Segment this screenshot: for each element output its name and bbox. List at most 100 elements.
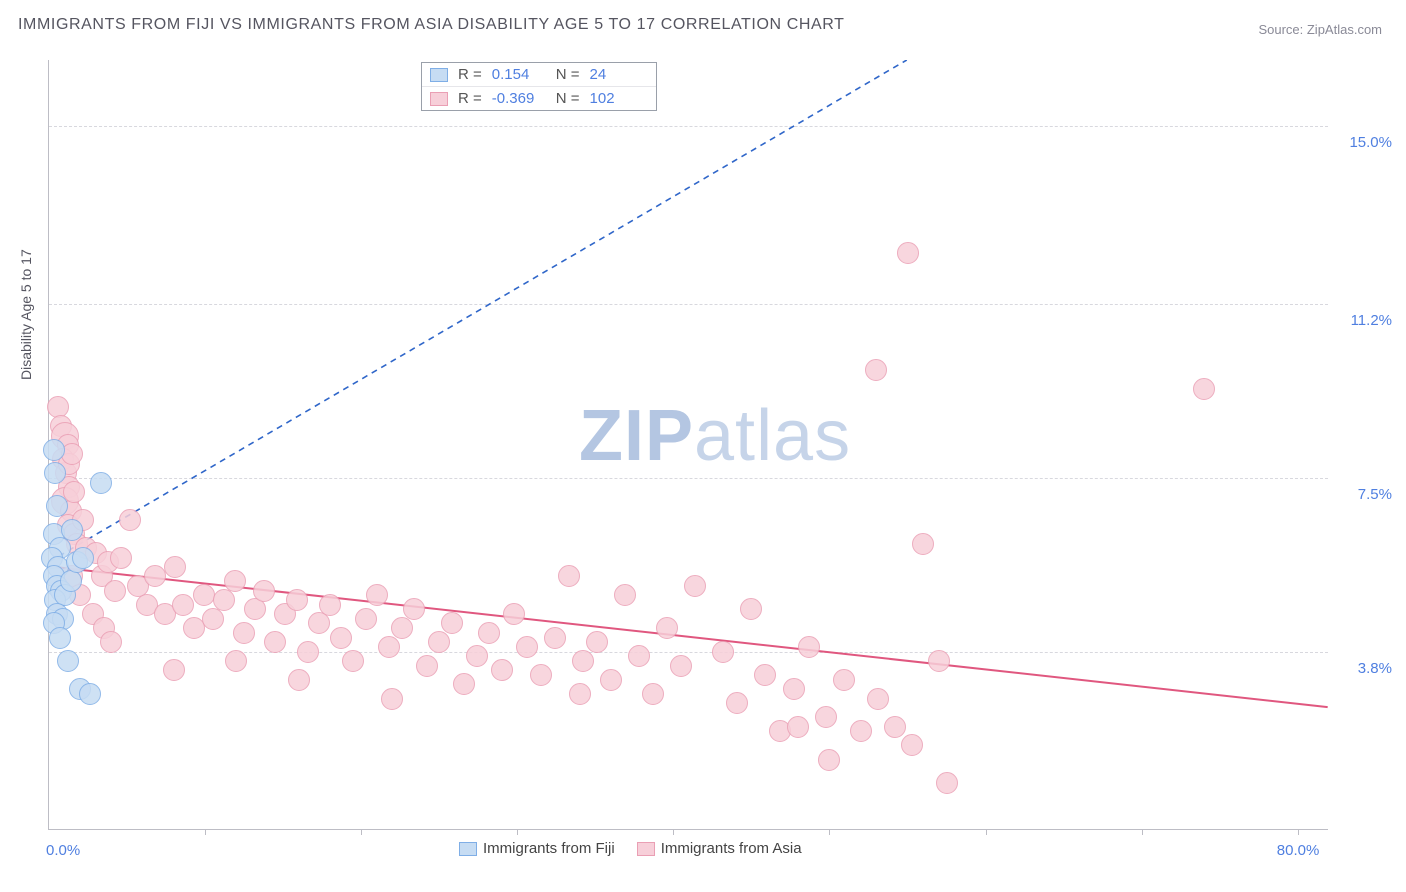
x-tick — [1142, 829, 1143, 835]
point-asia — [428, 631, 450, 653]
point-asia — [818, 749, 840, 771]
point-asia — [288, 669, 310, 691]
point-asia — [712, 641, 734, 663]
chart-title: IMMIGRANTS FROM FIJI VS IMMIGRANTS FROM … — [18, 16, 845, 34]
x-tick — [517, 829, 518, 835]
point-asia — [213, 589, 235, 611]
point-asia — [163, 659, 185, 681]
point-asia — [569, 683, 591, 705]
regression-line — [49, 60, 906, 562]
point-asia — [366, 584, 388, 606]
stats-asia-n-value: 102 — [590, 90, 644, 107]
y-tick-label: 7.5% — [1358, 486, 1392, 503]
stats-row-asia: R = -0.369 N = 102 — [422, 86, 656, 110]
y-tick-label: 3.8% — [1358, 660, 1392, 677]
point-asia — [530, 664, 552, 686]
point-asia — [491, 659, 513, 681]
point-asia — [478, 622, 500, 644]
swatch-fiji — [430, 68, 448, 82]
stats-r-label: R = — [458, 66, 482, 83]
point-asia — [726, 692, 748, 714]
point-asia — [466, 645, 488, 667]
stats-n-label: N = — [556, 90, 580, 107]
legend: Immigrants from Fiji Immigrants from Asi… — [459, 840, 802, 857]
x-tick — [986, 829, 987, 835]
point-asia — [104, 580, 126, 602]
point-asia — [224, 570, 246, 592]
gridline — [49, 478, 1328, 479]
y-tick-label: 15.0% — [1349, 134, 1392, 151]
gridline — [49, 126, 1328, 127]
point-asia — [901, 734, 923, 756]
point-asia — [865, 359, 887, 381]
point-asia — [330, 627, 352, 649]
point-asia — [453, 673, 475, 695]
watermark-rest: atlas — [694, 396, 851, 476]
stats-box: R = 0.154 N = 24 R = -0.369 N = 102 — [421, 62, 657, 111]
point-asia — [884, 716, 906, 738]
y-tick-label: 11.2% — [1351, 312, 1392, 329]
stats-asia-r-value: -0.369 — [492, 90, 546, 107]
point-asia — [225, 650, 247, 672]
point-asia — [754, 664, 776, 686]
point-asia — [202, 608, 224, 630]
point-fiji — [79, 683, 101, 705]
point-asia — [441, 612, 463, 634]
point-asia — [867, 688, 889, 710]
point-asia — [378, 636, 400, 658]
point-asia — [244, 598, 266, 620]
point-asia — [164, 556, 186, 578]
point-asia — [110, 547, 132, 569]
regression-overlay — [49, 60, 1328, 829]
stats-fiji-n-value: 24 — [590, 66, 644, 83]
stats-n-label: N = — [556, 66, 580, 83]
point-asia — [897, 242, 919, 264]
point-fiji — [90, 472, 112, 494]
x-tick — [361, 829, 362, 835]
point-asia — [100, 631, 122, 653]
point-asia — [119, 509, 141, 531]
point-asia — [912, 533, 934, 555]
x-axis-origin-label: 0.0% — [46, 842, 80, 859]
point-asia — [850, 720, 872, 742]
point-asia — [600, 669, 622, 691]
point-asia — [815, 706, 837, 728]
x-tick — [1298, 829, 1299, 835]
stats-fiji-r-value: 0.154 — [492, 66, 546, 83]
point-asia — [172, 594, 194, 616]
point-asia — [642, 683, 664, 705]
point-asia — [144, 565, 166, 587]
point-asia — [319, 594, 341, 616]
point-asia — [416, 655, 438, 677]
point-asia — [381, 688, 403, 710]
source-attribution: Source: ZipAtlas.com — [1258, 22, 1382, 37]
legend-label-asia: Immigrants from Asia — [661, 840, 802, 857]
legend-item-fiji: Immigrants from Fiji — [459, 840, 615, 857]
point-fiji — [43, 439, 65, 461]
x-tick — [205, 829, 206, 835]
point-asia — [936, 772, 958, 794]
swatch-asia — [430, 92, 448, 106]
point-asia — [1193, 378, 1215, 400]
point-asia — [61, 443, 83, 465]
x-tick — [673, 829, 674, 835]
point-fiji — [44, 462, 66, 484]
legend-swatch-fiji — [459, 842, 477, 856]
point-asia — [833, 669, 855, 691]
legend-label-fiji: Immigrants from Fiji — [483, 840, 615, 857]
point-asia — [264, 631, 286, 653]
point-fiji — [57, 650, 79, 672]
gridline — [49, 304, 1328, 305]
point-asia — [670, 655, 692, 677]
point-asia — [355, 608, 377, 630]
point-asia — [928, 650, 950, 672]
point-asia — [628, 645, 650, 667]
point-asia — [308, 612, 330, 634]
point-asia — [544, 627, 566, 649]
x-tick — [829, 829, 830, 835]
point-fiji — [60, 570, 82, 592]
stats-r-label: R = — [458, 90, 482, 107]
point-fiji — [46, 495, 68, 517]
point-asia — [233, 622, 255, 644]
point-asia — [656, 617, 678, 639]
